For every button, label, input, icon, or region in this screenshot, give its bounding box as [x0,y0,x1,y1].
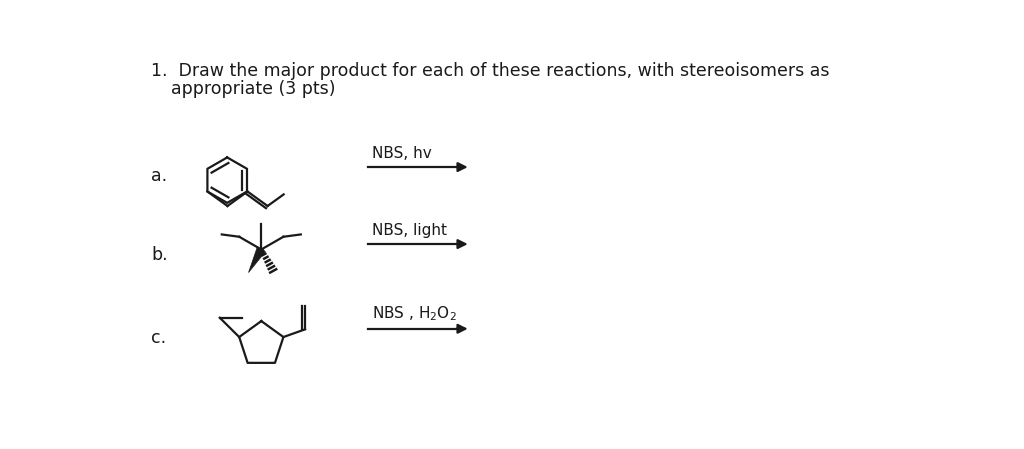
Text: c.: c. [152,329,166,347]
Text: NBS, hv: NBS, hv [372,146,432,161]
Text: 1.  Draw the major product for each of these reactions, with stereoisomers as: 1. Draw the major product for each of th… [152,62,829,80]
Text: b.: b. [152,246,168,264]
Polygon shape [249,247,265,273]
Text: NBS, light: NBS, light [372,223,447,238]
Text: NBS , H$_2$O$_2$: NBS , H$_2$O$_2$ [372,304,457,323]
Text: appropriate (3 pts): appropriate (3 pts) [171,80,335,98]
Text: a.: a. [152,167,167,185]
